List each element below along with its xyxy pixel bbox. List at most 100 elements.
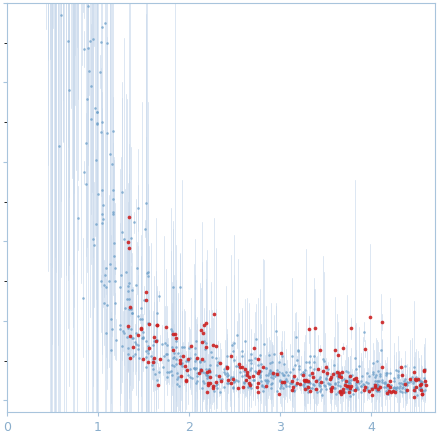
Point — [124, 351, 131, 358]
Point — [289, 375, 296, 382]
Point — [291, 387, 298, 394]
Point — [324, 369, 331, 376]
Point — [155, 292, 162, 299]
Point — [401, 389, 408, 396]
Point — [236, 364, 243, 371]
Point — [401, 385, 408, 392]
Point — [172, 330, 179, 337]
Point — [335, 378, 342, 385]
Point — [126, 305, 133, 312]
Point — [238, 347, 245, 354]
Point — [402, 362, 409, 369]
Point — [247, 385, 254, 392]
Point — [91, 241, 98, 248]
Point — [352, 354, 359, 361]
Point — [315, 382, 322, 388]
Point — [322, 363, 329, 370]
Point — [141, 225, 148, 232]
Point — [352, 375, 359, 382]
Point — [413, 384, 420, 391]
Point — [331, 381, 338, 388]
Point — [290, 383, 297, 390]
Point — [224, 371, 231, 378]
Point — [177, 359, 184, 366]
Point — [310, 381, 317, 388]
Point — [168, 326, 175, 333]
Point — [382, 380, 389, 387]
Point — [305, 378, 312, 385]
Point — [333, 371, 340, 378]
Point — [224, 352, 231, 359]
Point — [310, 366, 317, 373]
Point — [221, 368, 228, 375]
Point — [98, 118, 105, 125]
Point — [180, 352, 187, 359]
Point — [183, 358, 190, 365]
Point — [332, 391, 339, 398]
Point — [201, 337, 208, 344]
Point — [283, 369, 290, 376]
Point — [203, 344, 210, 351]
Point — [230, 383, 237, 390]
Point — [267, 373, 274, 380]
Point — [394, 384, 401, 391]
Point — [314, 388, 321, 395]
Point — [150, 359, 157, 366]
Point — [243, 369, 250, 376]
Point — [378, 377, 385, 384]
Point — [126, 280, 133, 287]
Point — [171, 350, 178, 357]
Point — [421, 377, 428, 384]
Point — [279, 369, 286, 376]
Point — [411, 364, 418, 371]
Point — [205, 366, 212, 373]
Point — [75, 215, 82, 222]
Point — [373, 383, 380, 390]
Point — [231, 357, 238, 364]
Point — [403, 386, 410, 393]
Point — [269, 375, 276, 382]
Point — [199, 330, 206, 337]
Point — [377, 347, 384, 354]
Point — [280, 371, 287, 378]
Point — [366, 314, 373, 321]
Point — [153, 338, 160, 345]
Point — [253, 336, 260, 343]
Point — [204, 371, 211, 378]
Point — [242, 376, 249, 383]
Point — [134, 346, 141, 353]
Point — [327, 373, 334, 380]
Point — [254, 379, 261, 386]
Point — [376, 384, 383, 391]
Point — [332, 384, 339, 391]
Point — [170, 347, 177, 354]
Point — [250, 372, 257, 379]
Point — [418, 378, 425, 385]
Point — [353, 366, 360, 373]
Point — [279, 352, 286, 359]
Point — [386, 377, 393, 384]
Point — [337, 387, 344, 394]
Point — [192, 351, 199, 358]
Point — [230, 385, 237, 392]
Point — [256, 374, 263, 381]
Point — [181, 343, 188, 350]
Point — [192, 365, 199, 372]
Point — [185, 344, 192, 351]
Point — [90, 236, 97, 243]
Point — [184, 366, 191, 373]
Point — [149, 356, 156, 363]
Point — [335, 351, 342, 358]
Point — [213, 381, 220, 388]
Point — [194, 354, 201, 361]
Point — [370, 384, 377, 391]
Point — [251, 345, 258, 352]
Point — [163, 368, 170, 375]
Point — [177, 356, 184, 363]
Point — [210, 310, 217, 317]
Point — [403, 388, 410, 395]
Point — [104, 40, 111, 47]
Point — [245, 374, 252, 381]
Point — [346, 389, 353, 396]
Point — [228, 342, 235, 349]
